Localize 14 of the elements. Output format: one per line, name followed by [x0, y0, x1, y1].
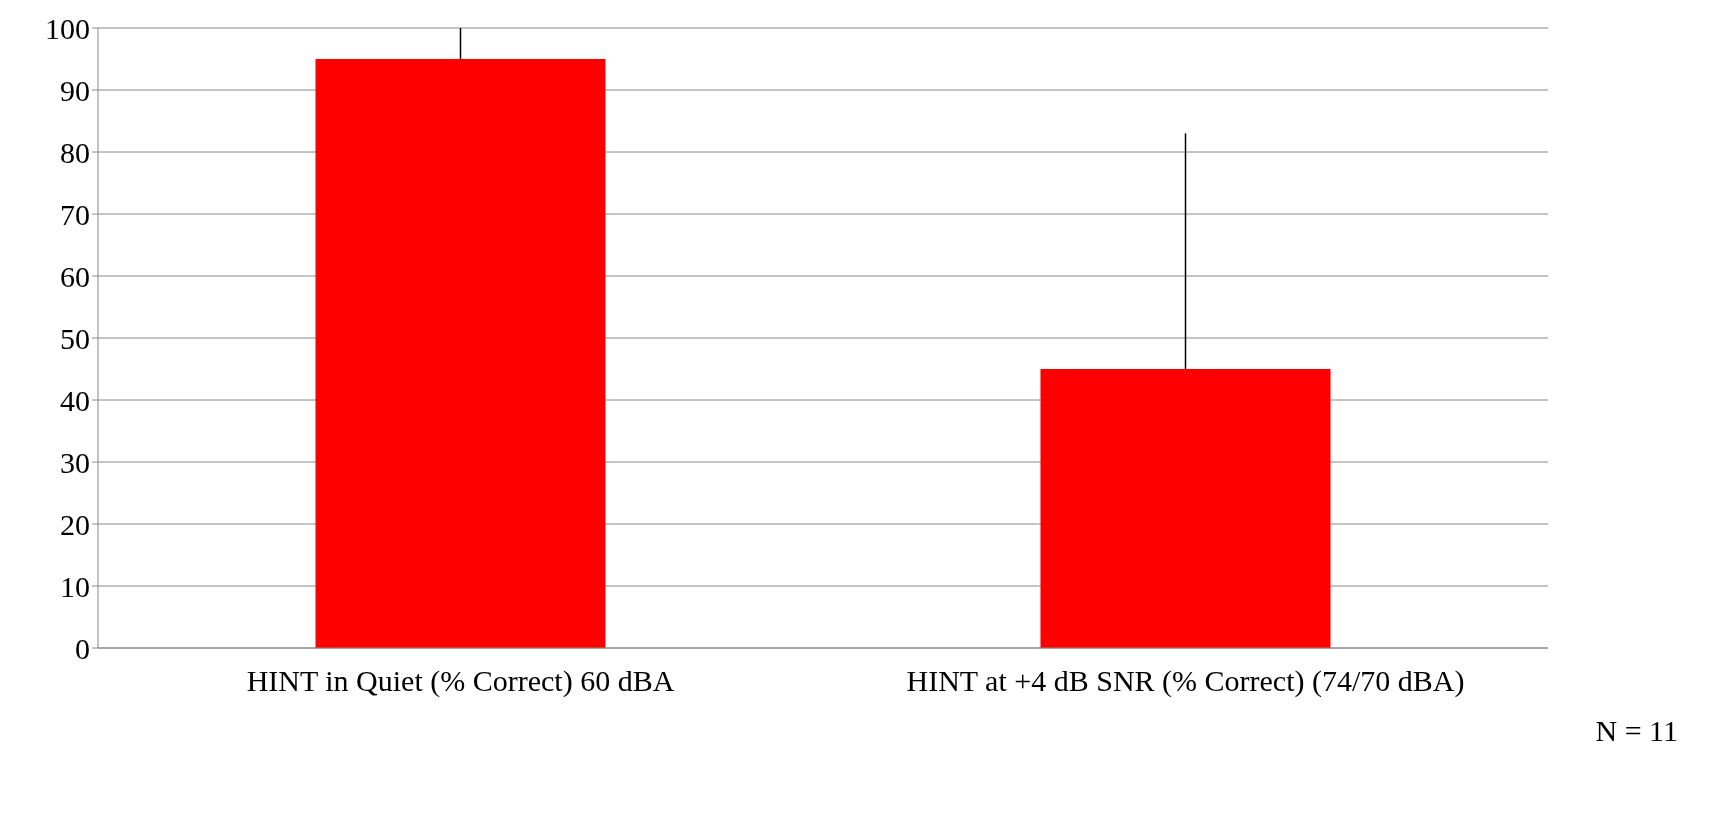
text: N = 11 — [1595, 714, 1678, 748]
y-tick-label: 30 — [60, 445, 90, 479]
x-tick-label: HINT at +4 dB SNR (% Correct) (74/70 dBA) — [906, 664, 1465, 699]
y-tick-label: 40 — [60, 383, 90, 417]
x-tick-label: HINT in Quiet (% Correct) 60 dBA — [246, 664, 675, 699]
y-tick-label: 60 — [60, 259, 90, 293]
y-tick-label: 90 — [60, 73, 90, 107]
y-tick-label: 50 — [60, 321, 90, 355]
y-tick-label: 100 — [45, 11, 90, 45]
y-tick-label: 0 — [75, 631, 90, 665]
y-tick-label: 10 — [60, 569, 90, 603]
y-tick-label: 80 — [60, 135, 90, 169]
y-tick-label: 70 — [60, 197, 90, 231]
y-tick-label: 20 — [60, 507, 90, 541]
